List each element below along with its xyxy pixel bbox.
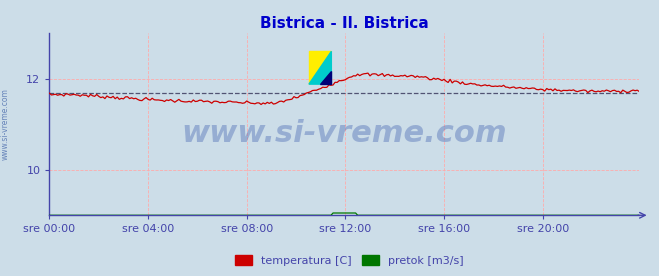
- Text: www.si-vreme.com: www.si-vreme.com: [181, 119, 507, 148]
- Legend: temperatura [C], pretok [m3/s]: temperatura [C], pretok [m3/s]: [231, 251, 468, 270]
- Title: Bistrica - Il. Bistrica: Bistrica - Il. Bistrica: [260, 15, 429, 31]
- Polygon shape: [320, 71, 331, 84]
- Polygon shape: [309, 51, 331, 84]
- Text: www.si-vreme.com: www.si-vreme.com: [1, 88, 10, 160]
- Polygon shape: [309, 51, 331, 84]
